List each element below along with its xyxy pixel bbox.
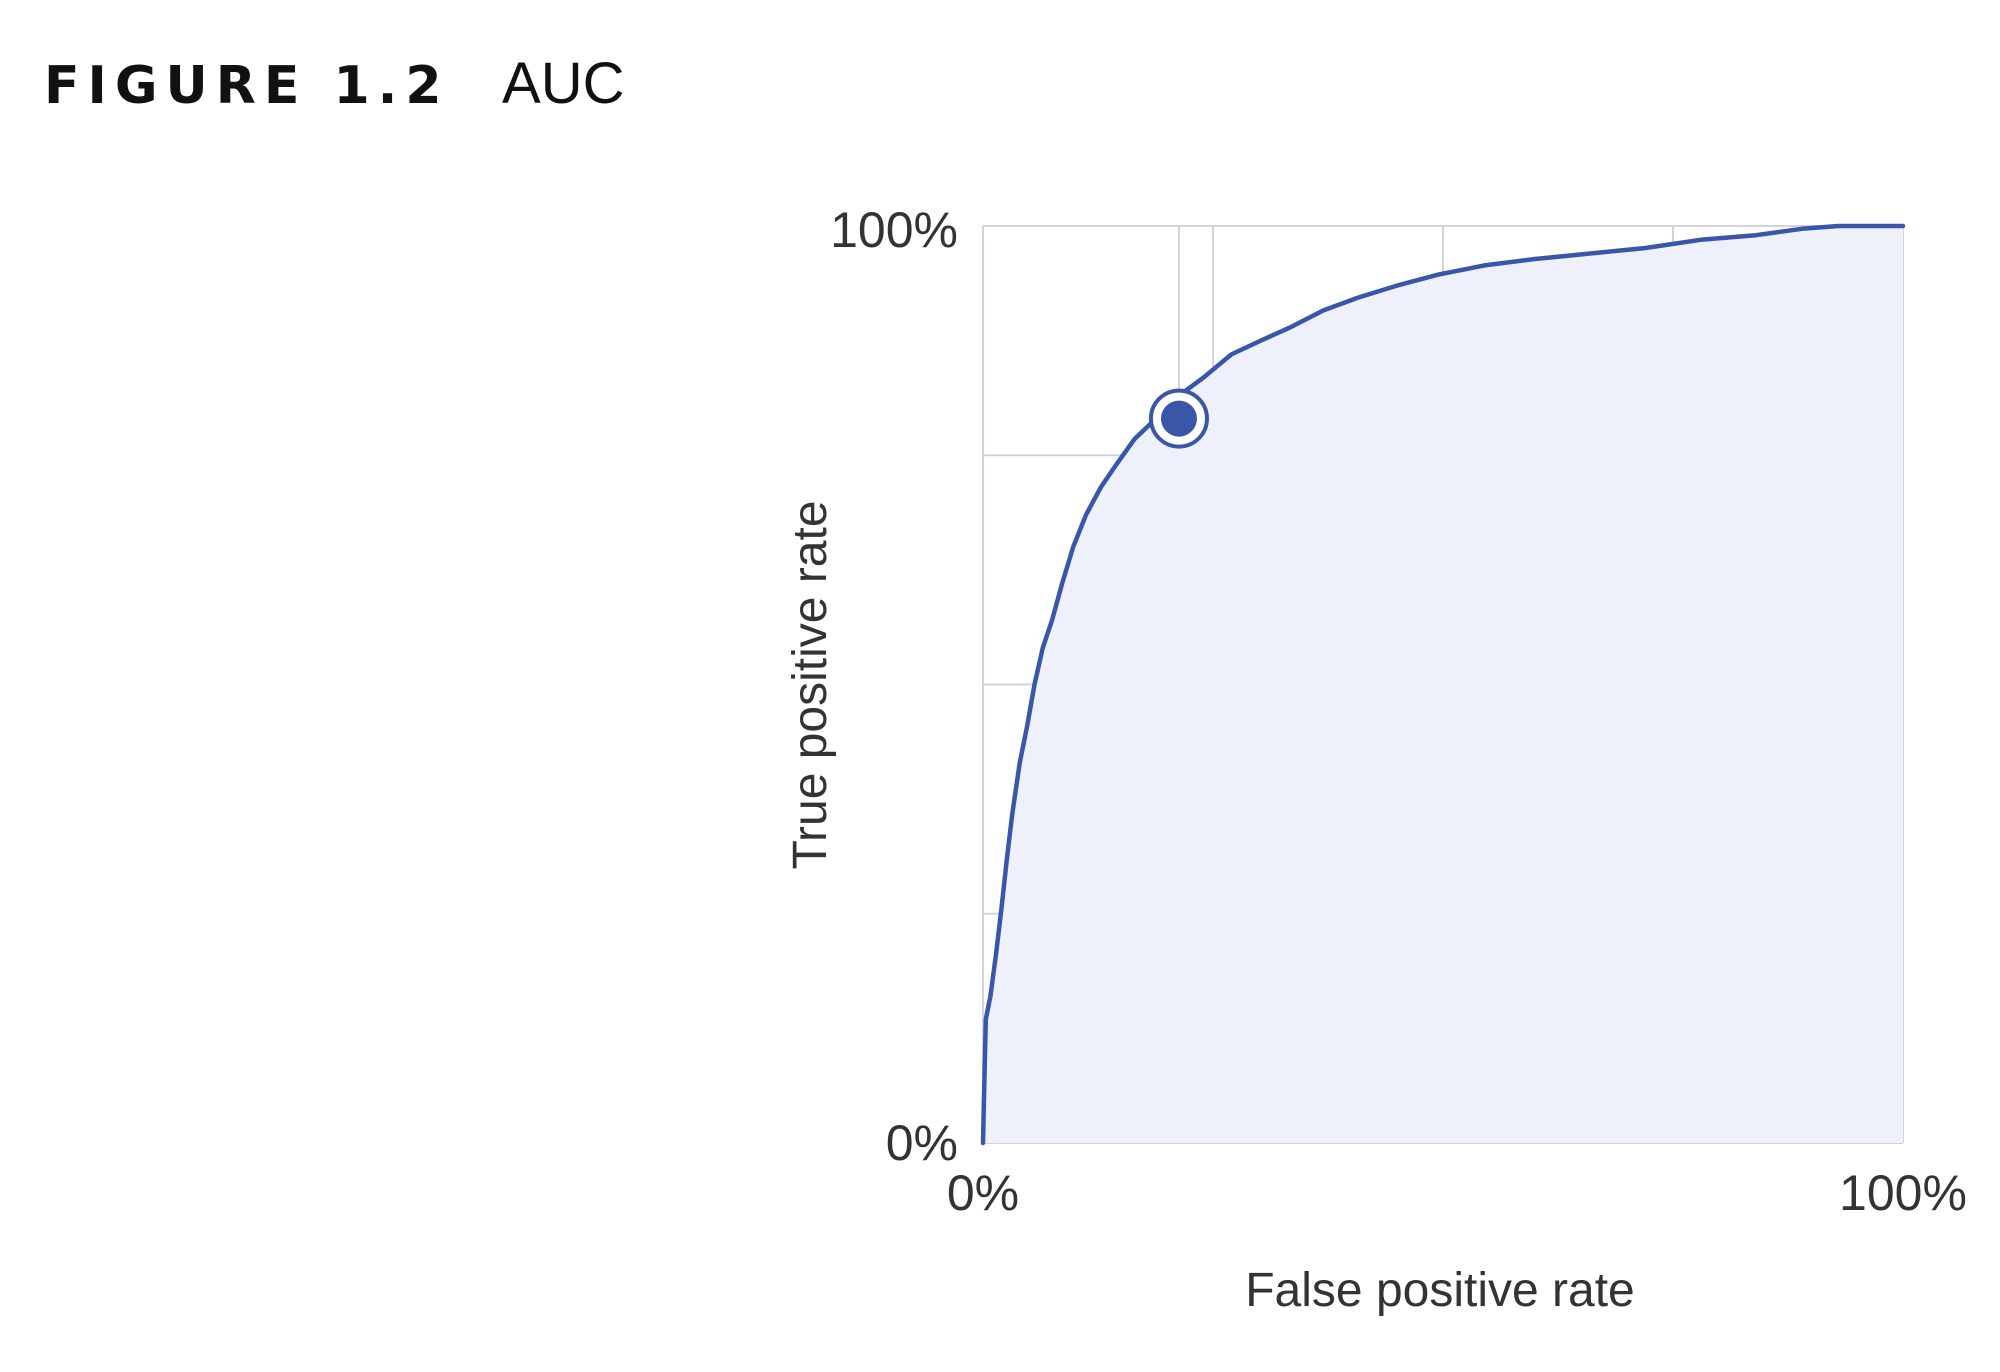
figure-number: FIGURE 1.2 <box>44 56 450 116</box>
area-under-curve <box>983 226 1903 1143</box>
y-axis-title: True positive rate <box>784 500 837 869</box>
x-tick-label-max: 100% <box>1839 1165 1967 1221</box>
highlight-point <box>1160 400 1197 437</box>
area-layer <box>983 226 1903 1143</box>
axis-titles: False positive rate True positive rate <box>784 500 1635 1317</box>
y-tick-label-max: 100% <box>830 202 958 258</box>
tick-layer: 100% 0% 0% 100% <box>830 202 1967 1221</box>
marker-layer <box>1148 388 1209 449</box>
x-tick-label-min: 0% <box>947 1165 1019 1221</box>
y-tick-label-min: 0% <box>886 1115 958 1171</box>
figure-caption: AUC <box>502 51 625 116</box>
figure-heading: FIGURE 1.2 AUC <box>44 44 624 124</box>
x-axis-title: False positive rate <box>1245 1264 1635 1317</box>
